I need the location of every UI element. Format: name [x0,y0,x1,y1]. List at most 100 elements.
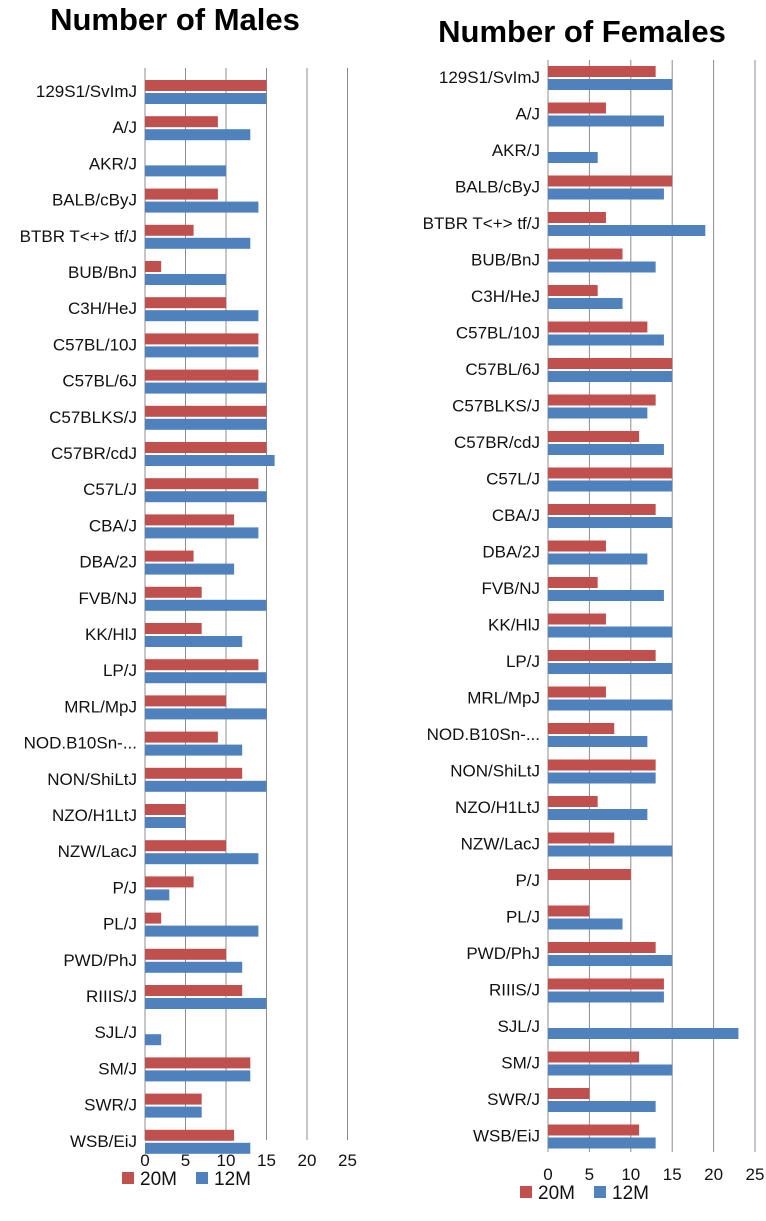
bar-12m-22 [145,889,170,901]
category-label: SWR/J [487,1090,540,1109]
bar-20m-24 [548,942,656,953]
category-label: RIIIS/J [86,987,137,1006]
bar-20m-25 [548,978,664,990]
category-label: PL/J [103,915,137,934]
category-label: KK/HlJ [488,616,540,635]
legend-swatch-12m [594,1186,606,1198]
bar-12m-29 [145,1142,251,1154]
bar-20m-11 [145,478,259,490]
bar-12m-26 [548,1028,739,1039]
bar-12m-2 [548,152,598,163]
chart-panel-males: Number of Males 0 5 10 15 20 25 129S1/SvImJ A/J A… [20,2,357,1190]
bar-20m-13 [548,540,606,552]
x-tick-label: 10 [621,1165,640,1184]
bar-20m-16 [548,650,656,661]
category-label: C3H/HeJ [471,287,540,306]
category-label: P/J [515,871,540,890]
category-label: C57BL/10J [53,335,137,354]
x-tick-label: 20 [298,1151,317,1170]
bar-20m-13 [145,550,194,562]
bar-20m-9 [548,394,656,406]
bar-20m-12 [548,504,656,515]
bar-12m-24 [145,961,243,973]
bar-12m-8 [145,382,267,394]
bar-12m-4 [145,237,251,249]
bar-20m-17 [145,695,226,707]
bar-20m-21 [548,832,615,844]
category-label: C57L/J [486,470,540,489]
category-label: MRL/MpJ [467,689,540,708]
bar-12m-20 [145,817,186,828]
category-label: C57BLKS/J [49,408,137,427]
x-tick-label: 20 [704,1165,723,1184]
chart-panel-females: Number of Females 0 5 10 15 20 25 129S1/SvImJ A/… [423,14,765,1204]
bar-20m-3 [145,188,218,200]
bar-12m-10 [145,455,275,466]
bar-20m-18 [145,731,218,743]
bar-12m-23 [145,925,259,937]
bar-12m-15 [145,636,243,647]
bar-20m-18 [548,723,615,734]
bar-20m-4 [548,212,606,223]
category-label: BTBR T<+> tf/J [20,227,137,246]
bar-20m-12 [145,514,235,526]
legend-label-12m: 12M [612,1183,649,1204]
category-label: SM/J [501,1054,540,1073]
bar-12m-1 [145,129,251,141]
bar-12m-17 [548,699,673,711]
bar-20m-14 [548,577,598,588]
bar-12m-18 [145,744,243,756]
category-label: SJL/J [497,1017,540,1036]
bar-12m-9 [548,407,648,419]
legend-label-20m: 20M [140,1169,177,1190]
bar-12m-8 [548,371,673,382]
bar-12m-14 [548,590,664,601]
category-label: SWR/J [84,1096,137,1115]
x-tick-label: 0 [543,1165,552,1184]
category-label: C57BR/cdJ [454,433,540,452]
category-label: NZW/LacJ [461,835,540,854]
bar-20m-25 [145,985,243,996]
x-tick-label: 5 [585,1165,594,1184]
bar-20m-5 [548,248,623,260]
bar-12m-28 [145,1106,202,1118]
bar-12m-19 [145,780,267,792]
category-label: C57L/J [83,480,137,499]
x-tick-label: 0 [140,1151,149,1170]
bar-12m-7 [548,334,664,346]
bar-20m-3 [548,175,673,187]
category-label: BALB/cByJ [455,178,540,197]
bar-20m-0 [548,66,656,77]
bar-12m-27 [548,1064,673,1076]
bar-12m-1 [548,115,664,127]
bar-20m-6 [145,297,226,309]
category-label: WSB/EiJ [70,1132,137,1151]
bar-20m-6 [548,285,598,296]
legend-label-20m: 20M [538,1183,575,1204]
chart-title: Number of Males [50,2,300,37]
bar-12m-28 [548,1101,656,1112]
x-tick-label: 10 [217,1151,236,1170]
bar-12m-16 [145,672,267,684]
category-label: SJL/J [94,1023,137,1042]
legend-label-12m: 12M [214,1169,251,1190]
bar-20m-7 [145,333,259,345]
bar-20m-27 [548,1051,640,1063]
bar-20m-29 [548,1124,640,1136]
x-tick-label: 5 [181,1151,190,1170]
category-label: C57BL/10J [456,324,540,343]
category-label: C57BLKS/J [452,397,540,416]
bar-20m-7 [548,321,648,333]
bar-12m-15 [548,626,673,638]
category-label: LP/J [103,661,137,680]
category-label: PWD/PhJ [63,951,137,970]
category-label: CBA/J [492,506,540,525]
bar-12m-10 [548,444,664,455]
bar-20m-9 [145,405,267,417]
x-tick-label: 25 [746,1165,765,1184]
bar-20m-23 [145,912,162,924]
bar-20m-1 [145,116,218,128]
bar-12m-19 [548,772,656,784]
category-label: AKR/J [89,154,137,173]
